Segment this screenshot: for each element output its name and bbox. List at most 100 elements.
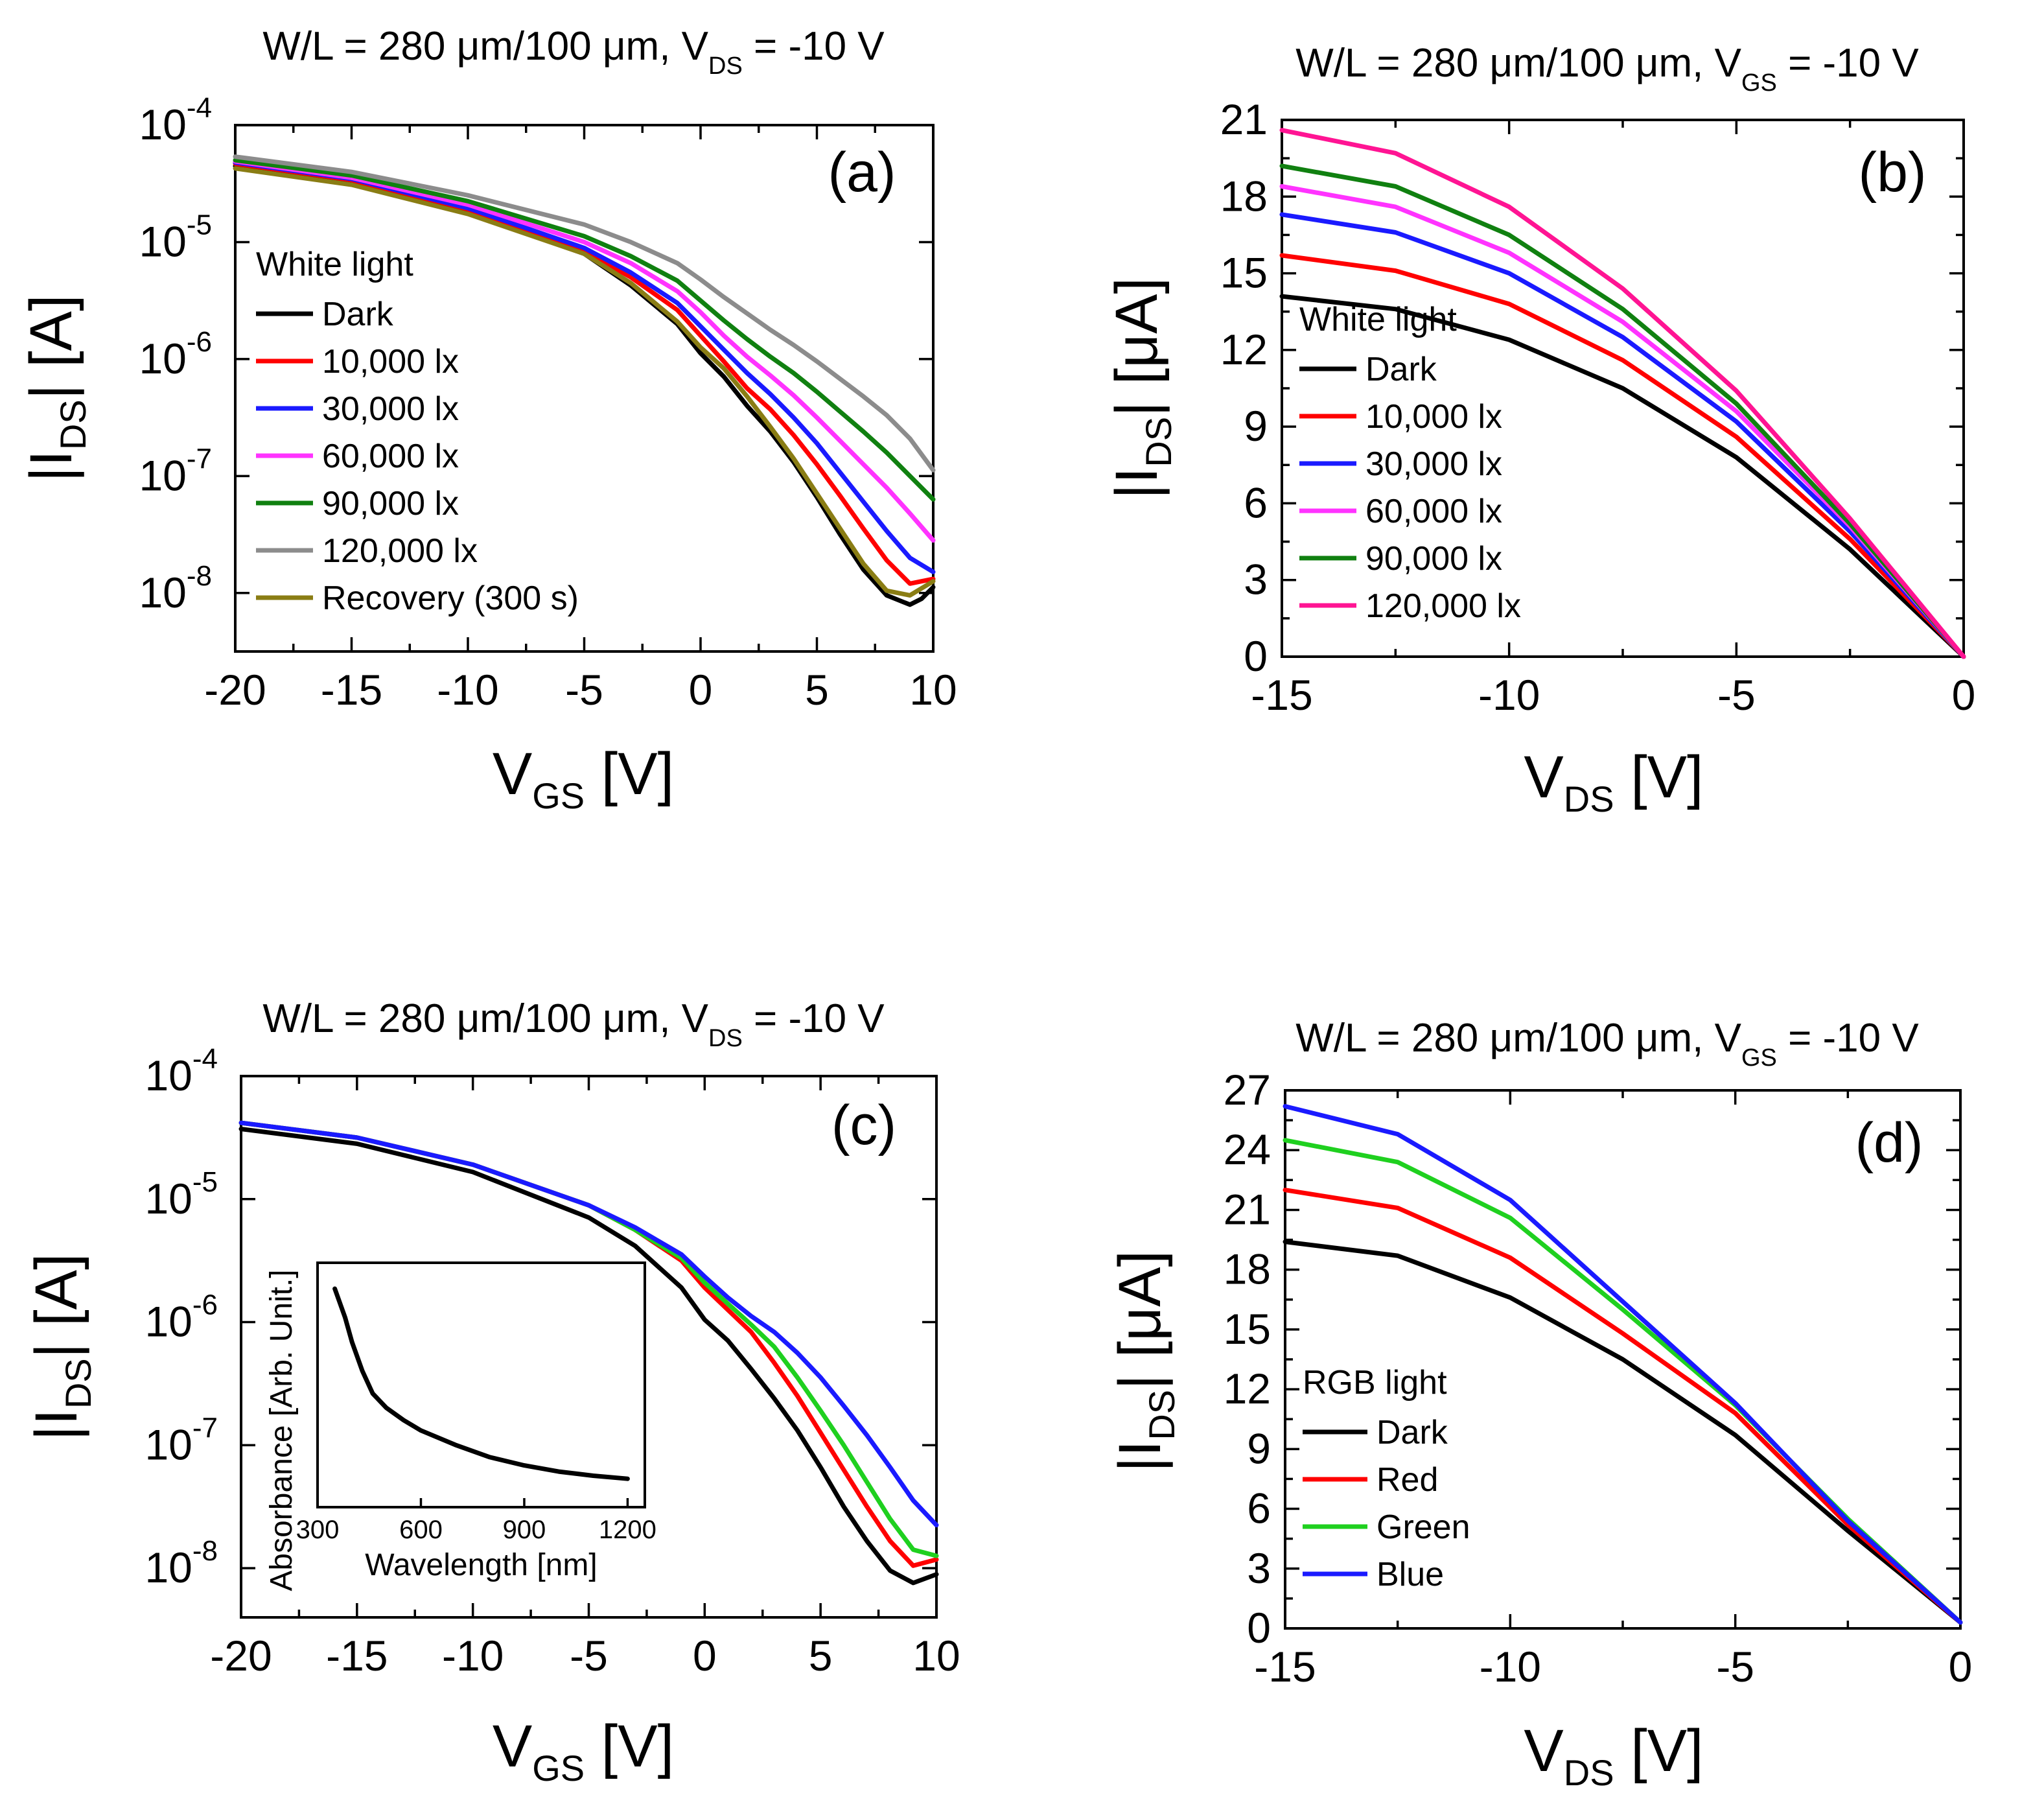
- plot-frame: [234, 124, 935, 653]
- y-tick-label: 10-4: [139, 92, 212, 148]
- legend-entry: 30,000 lx: [1365, 445, 1502, 483]
- legend-entry: Dark: [1365, 351, 1437, 388]
- chart-title-tail: = -10 V: [743, 24, 885, 69]
- y-axis-label-pre: |I: [1104, 467, 1170, 499]
- y-axis-label-tail: | [A]: [18, 294, 84, 399]
- x-axis-label-tail: [V]: [585, 1713, 674, 1779]
- y-axis-label: |IDS| [A]: [18, 294, 93, 482]
- y-axis-label: |IDS| [A]: [23, 1253, 99, 1440]
- y-tick-base: 10: [139, 451, 186, 499]
- y-tick-base: 10: [145, 1298, 192, 1346]
- y-tick-base: 10: [145, 1051, 192, 1099]
- legend-entry: 10,000 lx: [322, 343, 459, 381]
- y-tick-label: 10-5: [139, 209, 212, 265]
- chart-title-sub: GS: [1741, 1044, 1777, 1072]
- chart-title-sub: DS: [708, 1025, 743, 1052]
- y-axis-label-pre: |I: [18, 450, 84, 482]
- inset-x-tick-label: 600: [399, 1516, 443, 1544]
- y-tick-label: 6: [1244, 478, 1268, 526]
- y-tick-exp: -8: [187, 560, 212, 592]
- x-tick-label: -5: [1717, 671, 1756, 719]
- y-tick-label: 9: [1244, 402, 1268, 450]
- y-tick-label: 10-8: [145, 1535, 218, 1591]
- series-line-60-000-lx: [233, 159, 936, 543]
- y-tick-label: 18: [1220, 172, 1268, 220]
- x-axis-label-main: V: [493, 741, 532, 807]
- chart-title-main: W/L = 280 μm/100 μm, V: [1295, 1016, 1741, 1061]
- x-tick-label: 0: [689, 666, 713, 714]
- y-tick-base: 10: [139, 217, 186, 265]
- chart-panel-3: W/L = 280 μm/100 μm, VDS = -10 V(c)-20 -1…: [23, 996, 960, 1788]
- y-axis-label-sub: DS: [58, 1358, 99, 1409]
- y-axis-label-sub: DS: [1141, 1390, 1182, 1440]
- x-axis-label-main: V: [1524, 1718, 1563, 1784]
- chart-title-sub: DS: [708, 53, 743, 80]
- panel-label: (c): [831, 1094, 896, 1156]
- panel-label: (d): [1855, 1112, 1923, 1174]
- y-tick-label: 0: [1244, 632, 1268, 680]
- legend-title: White light: [256, 246, 413, 283]
- y-tick-exp: -7: [187, 443, 212, 475]
- x-axis-label: VDS [V]: [1524, 1718, 1703, 1793]
- y-tick-label: 12: [1224, 1365, 1271, 1413]
- y-tick-label: 12: [1220, 325, 1268, 373]
- x-axis-label-sub: DS: [1564, 1752, 1614, 1793]
- series-line-red: [1283, 1188, 1963, 1625]
- legend-title: White light: [1299, 301, 1457, 338]
- y-axis-label-sub: DS: [52, 399, 93, 450]
- x-tick-label: -5: [565, 666, 603, 714]
- chart-title-main: W/L = 280 μm/100 μm, V: [262, 996, 708, 1041]
- y-tick-label: 6: [1247, 1484, 1271, 1532]
- y-axis-label-tail: | [μA]: [1107, 1250, 1173, 1390]
- series-line-120-000-lx: [233, 154, 936, 473]
- legend-title: RGB light: [1303, 1364, 1447, 1401]
- x-tick-label: -5: [570, 1632, 608, 1680]
- x-axis-label-sub: GS: [532, 1748, 585, 1788]
- series-line-blue: [1283, 1104, 1963, 1625]
- y-axis-label: |IDS| [μA]: [1104, 277, 1179, 499]
- y-tick-exp: -5: [192, 1166, 218, 1198]
- x-axis-label-sub: DS: [1564, 779, 1614, 819]
- legend-entry: 30,000 lx: [322, 390, 459, 428]
- y-tick-base: 10: [145, 1175, 192, 1223]
- series-line-120-000-lx: [1279, 128, 1966, 659]
- chart-title: W/L = 280 μm/100 μm, VDS = -10 V: [262, 24, 885, 80]
- chart-title-sub: GS: [1741, 69, 1777, 97]
- y-tick-label: 3: [1244, 556, 1268, 604]
- y-axis-label-sub: DS: [1138, 417, 1179, 467]
- legend-entry: 90,000 lx: [322, 485, 459, 522]
- x-axis-label-tail: [V]: [1614, 1718, 1704, 1784]
- y-axis-label-tail: | [μA]: [1104, 277, 1170, 417]
- x-tick-label: 0: [1949, 1643, 1973, 1691]
- series-line-dark: [1279, 294, 1966, 659]
- legend-entry: Blue: [1376, 1556, 1444, 1593]
- y-tick-exp: -4: [192, 1043, 218, 1075]
- legend-entry: 120,000 lx: [322, 532, 478, 570]
- y-tick-label: 9: [1247, 1424, 1271, 1472]
- y-tick-exp: -5: [187, 209, 212, 240]
- y-tick-base: 10: [145, 1420, 192, 1468]
- chart-panel-4: W/L = 280 μm/100 μm, VGS = -10 V (d) -15 -1…: [1107, 1016, 1972, 1793]
- series-line-recovery-300-s-: [233, 166, 936, 598]
- chart-title-main: W/L = 280 μm/100 μm, V: [262, 24, 708, 69]
- legend-entry: Green: [1376, 1508, 1470, 1546]
- x-tick-label: -15: [321, 666, 382, 714]
- x-axis-label-tail: [V]: [585, 741, 674, 807]
- legend-entry: 120,000 lx: [1365, 587, 1521, 625]
- x-axis-label-main: V: [493, 1713, 532, 1779]
- inset-x-label: Wavelength [nm]: [365, 1548, 597, 1582]
- panel-label: (b): [1858, 141, 1926, 204]
- y-axis-label: |IDS| [μA]: [1107, 1250, 1182, 1472]
- y-tick-label: 15: [1224, 1305, 1271, 1353]
- series-line-30-000-lx: [233, 160, 936, 574]
- y-tick-exp: -6: [192, 1289, 218, 1321]
- y-tick-label: 18: [1224, 1245, 1271, 1293]
- legend-entry: Recovery (300 s): [322, 580, 579, 617]
- inset-x-tick-label: 300: [296, 1516, 340, 1544]
- y-tick-base: 10: [139, 334, 186, 382]
- y-tick-label: 10-7: [145, 1412, 218, 1468]
- x-tick-label: 5: [809, 1632, 833, 1680]
- y-tick-base: 10: [139, 100, 186, 148]
- y-tick-label: 3: [1247, 1544, 1271, 1592]
